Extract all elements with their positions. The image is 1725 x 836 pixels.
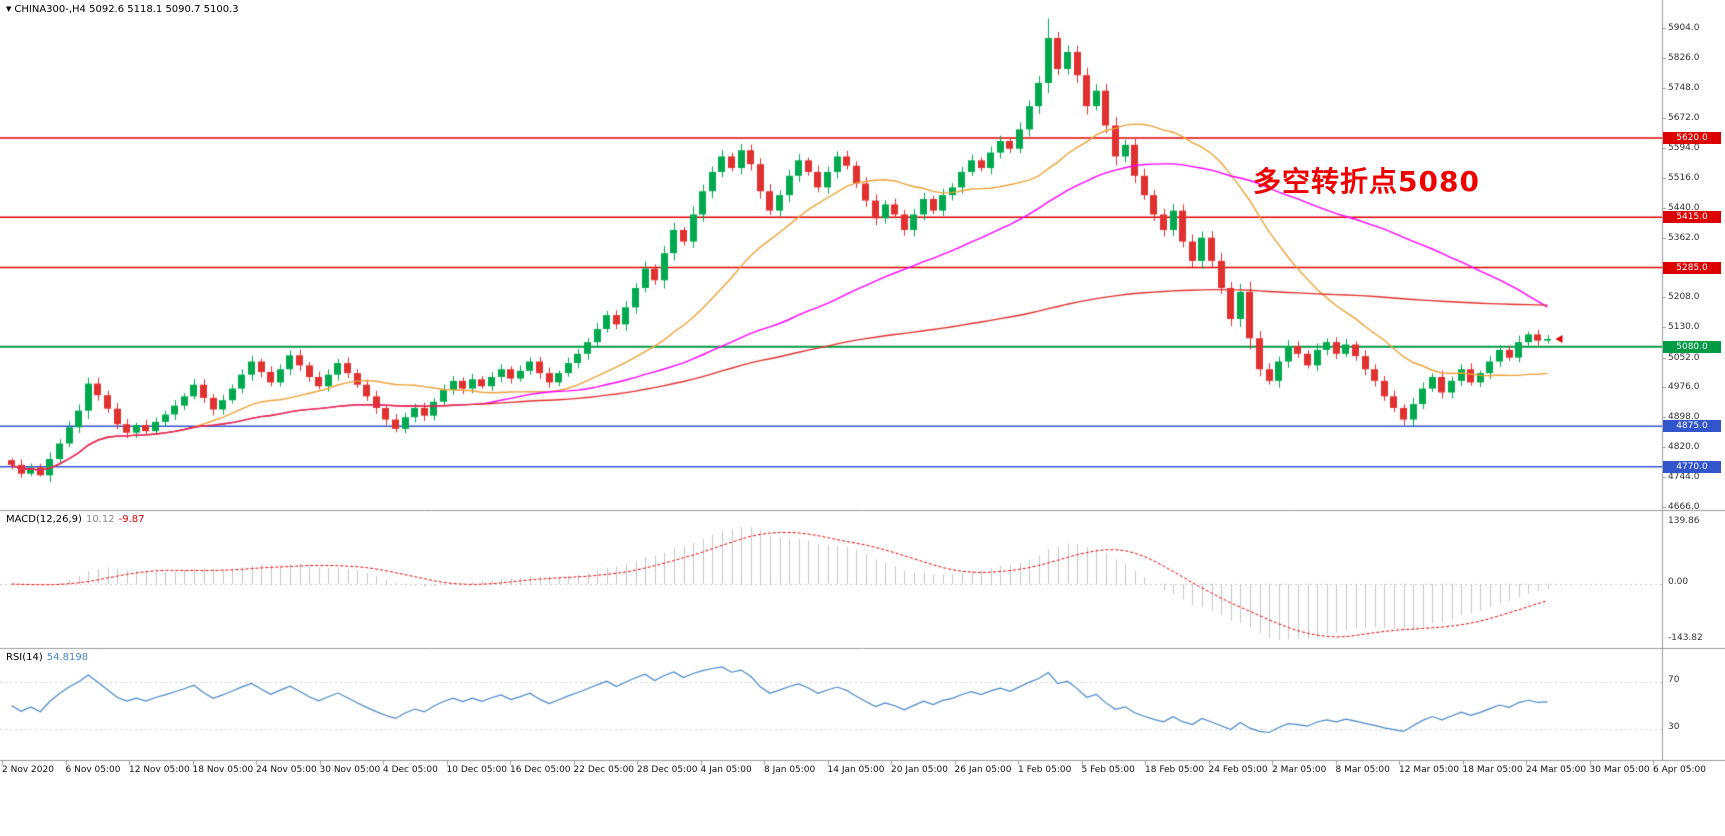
date-label: 24 Feb 05:00: [1208, 765, 1268, 775]
date-label: 5 Feb 05:00: [1081, 765, 1135, 775]
price-tick-label: 5362.0: [1668, 232, 1700, 243]
price-tick-label: 4744.0: [1668, 471, 1700, 482]
date-label: 4 Jan 05:00: [700, 765, 752, 775]
macd-name: MACD(12,26,9): [6, 514, 82, 525]
price-line-tag: 5285.0: [1663, 261, 1721, 274]
date-label: 10 Dec 05:00: [446, 765, 508, 775]
price-tick-label: 5208.0: [1668, 292, 1700, 303]
date-label: 18 Feb 05:00: [1145, 765, 1205, 775]
date-label: 24 Nov 05:00: [256, 765, 317, 775]
date-label: 30 Mar 05:00: [1589, 765, 1650, 775]
price-tick-label: 4976.0: [1668, 382, 1700, 393]
date-label: 8 Jan 05:00: [764, 765, 816, 775]
date-label: 2 Mar 05:00: [1272, 765, 1327, 775]
date-label: 22 Dec 05:00: [573, 765, 635, 775]
price-tick-label: 4666.0: [1668, 502, 1700, 512]
rsi-name: RSI(14): [6, 652, 43, 663]
price-line-tag: 5620.0: [1663, 131, 1721, 144]
date-label: 1 Feb 05:00: [1018, 765, 1072, 775]
price-tick-label: 5440.0: [1668, 202, 1700, 213]
date-label: 30 Nov 05:00: [319, 765, 381, 775]
price-tick-label: 5826.0: [1668, 53, 1700, 64]
date-label: 12 Mar 05:00: [1399, 765, 1460, 775]
date-label: 8 Mar 05:00: [1335, 765, 1390, 775]
macd-main-value: 10.12: [85, 514, 115, 525]
price-tick-label: 5672.0: [1668, 112, 1700, 123]
chart-shift-marker-icon: ▼: [6, 5, 12, 13]
price-tick-label: 5052.0: [1668, 352, 1700, 363]
price-line-tag: 5415.0: [1663, 211, 1721, 224]
price-tick-label: 4820.0: [1668, 442, 1700, 453]
date-label: 6 Nov 05:00: [65, 765, 121, 775]
symbol-name: CHINA300-,H4: [14, 4, 86, 15]
rsi-indicator-label: RSI(14) 54.8198: [6, 652, 88, 663]
price-tick-label: 4898.0: [1668, 412, 1700, 423]
price-line-tag: 4875.0: [1663, 420, 1721, 433]
date-label: 4 Dec 05:00: [383, 765, 438, 775]
price-tick-label: 5516.0: [1668, 173, 1700, 184]
rsi-tick-label: 70: [1668, 675, 1680, 685]
rsi-value: 54.8198: [46, 652, 89, 663]
price-tick-label: 5904.0: [1668, 23, 1700, 33]
ohlc-quote: 5092.6 5118.1 5090.7 5100.3: [89, 4, 239, 15]
macd-signal-value: -9.87: [118, 514, 145, 525]
date-label: 14 Jan 05:00: [827, 765, 885, 775]
date-label: 24 Mar 05:00: [1526, 765, 1587, 775]
date-label: 6 Apr 05:00: [1653, 765, 1706, 775]
date-label: 26 Jan 05:00: [954, 765, 1012, 775]
macd-indicator-label: MACD(12,26,9) 10.12 -9.87: [6, 514, 144, 525]
price-tick-label: 5594.0: [1668, 142, 1700, 153]
rsi-tick-label: 30: [1668, 722, 1680, 732]
price-line-tag: 5080.0: [1663, 340, 1721, 353]
date-label: 20 Jan 05:00: [891, 765, 948, 775]
date-label: 16 Dec 05:00: [510, 765, 571, 775]
date-label: 12 Nov 05:00: [129, 765, 190, 775]
date-label: 28 Dec 05:00: [637, 765, 698, 775]
macd-tick-label: 0.00: [1668, 577, 1689, 587]
chart-text-annotation[interactable]: 多空转折点5080: [1253, 165, 1480, 198]
date-label: 18 Mar 05:00: [1462, 765, 1523, 775]
symbol-header: ▼ CHINA300-,H4 5092.6 5118.1 5090.7 5100.…: [6, 4, 239, 15]
price-tick-label: 5748.0: [1668, 83, 1700, 94]
date-label: 2 Nov 2020: [2, 765, 54, 775]
macd-tick-label: -143.82: [1668, 633, 1703, 643]
price-line-tag: 4770.0: [1663, 460, 1721, 473]
price-tick-label: 5130.0: [1668, 322, 1700, 333]
macd-tick-label: 139.86: [1668, 516, 1700, 526]
date-label: 18 Nov 05:00: [192, 765, 254, 775]
